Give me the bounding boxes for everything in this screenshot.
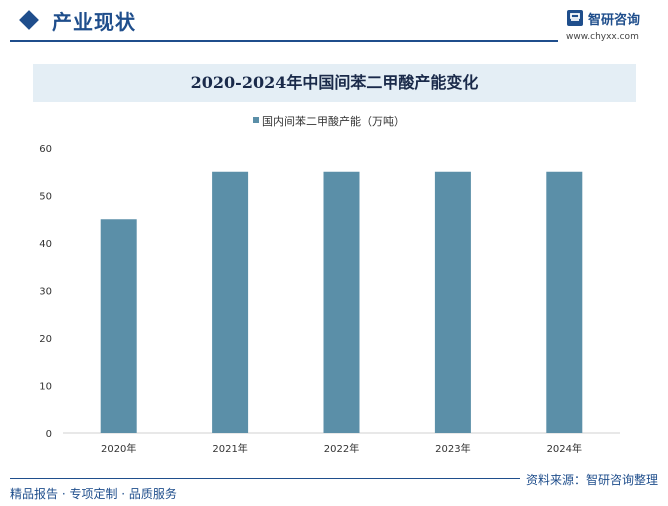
x-tick-label: 2021年 [212,442,247,455]
y-tick-label: 20 [39,334,52,345]
bar-chart: 国内间苯二甲酸产能（万吨） 0 10 20 30 40 50 60 2020年 2021年 2022… [39,114,620,455]
legend-label: 国内间苯二甲酸产能（万吨） [262,114,405,128]
y-tick-label: 0 [46,429,52,440]
diamond-icon [19,10,39,30]
logo-name: 智研咨询 [588,13,641,28]
logo-url: www.chyxx.com [566,32,639,42]
data-source: 资料来源：智研咨询整理 [519,471,658,488]
logo-icon [567,10,583,26]
chart-title: 2020-2024年中国间苯二甲酸产能变化 [190,73,479,92]
bar [434,171,471,433]
chart-title-band: 2020-2024年中国间苯二甲酸产能变化 [33,64,636,102]
y-tick-label: 60 [39,144,52,155]
brand-logo: 智研咨询 www.chyxx.com [566,9,666,45]
y-tick-label: 10 [39,382,52,393]
y-tick-label: 50 [39,192,52,203]
x-tick-label: 2022年 [324,442,359,455]
bar [100,219,137,433]
footer-slogan: 精品报告 · 专项定制 · 品质服务 [10,487,177,501]
page-header: 产业现状 智研咨询 www.chyxx.com [0,0,668,50]
x-tick-label: 2020年 [101,442,136,455]
section-title: 产业现状 [52,10,136,34]
legend-swatch [253,117,259,123]
bar [212,171,249,433]
x-tick-label: 2023年 [435,442,470,455]
bar [323,171,360,433]
bar [546,171,583,433]
y-tick-label: 40 [39,239,52,250]
footer-divider [10,478,658,479]
header-divider [10,40,558,42]
y-tick-label: 30 [39,287,52,298]
x-tick-label: 2024年 [547,442,582,455]
